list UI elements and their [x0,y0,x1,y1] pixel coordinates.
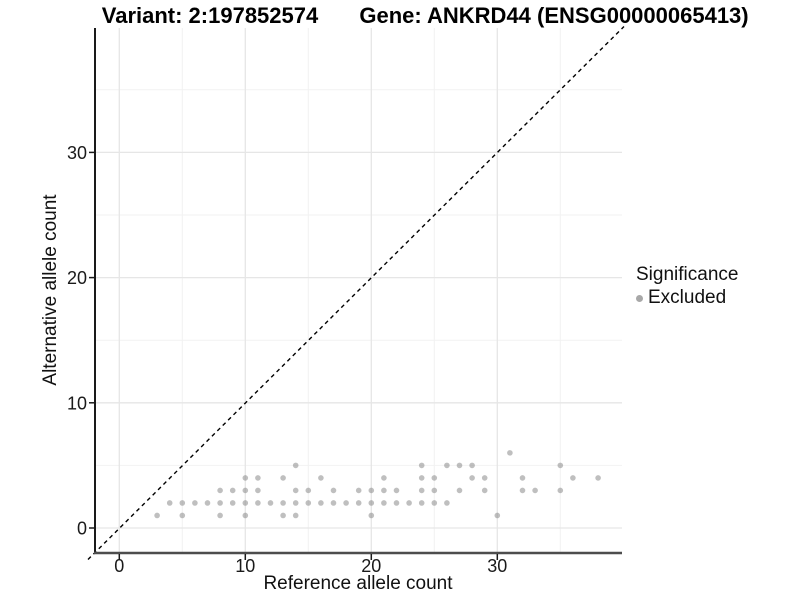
data-point [381,487,387,494]
data-point [217,487,223,494]
data-point [229,500,236,506]
y-tick-label: 10 [67,393,87,413]
data-point [469,462,475,469]
data-point [179,512,186,519]
data-point [570,475,576,481]
data-point [557,487,564,494]
data-point [217,500,223,506]
data-point [368,487,375,494]
data-point [204,500,211,506]
data-point [179,500,186,506]
data-point [330,500,337,506]
data-point [292,500,299,506]
data-point [418,500,425,506]
legend: Significance Excluded [636,264,738,309]
legend-point-icon [636,294,643,302]
y-tick-label: 20 [67,268,87,288]
data-point [343,500,349,506]
data-point [355,500,362,506]
data-point [519,475,526,481]
data-point [557,462,564,469]
data-point [444,462,450,469]
data-point [318,500,324,506]
data-point [393,487,400,494]
data-point [166,500,173,506]
data-point [494,512,501,519]
x-tick-label: 10 [235,556,255,576]
plot-title-variant: Variant: 2:197852574 [101,3,319,28]
data-point [368,512,375,519]
legend-item-label: Excluded [648,287,727,308]
y-tick-label: 30 [67,143,87,163]
data-point [444,500,450,506]
data-point [381,475,387,481]
identity-reference-line [87,26,625,560]
data-point [255,475,261,481]
data-point [431,475,438,481]
data-point [456,487,463,494]
data-point [229,487,236,494]
data-point [469,475,475,481]
x-tick-label: 30 [487,556,507,576]
x-axis-title: Reference allele count [263,573,453,594]
data-point [255,500,261,506]
data-point [255,487,261,494]
data-point [406,500,412,506]
data-point [507,450,513,456]
data-point [292,512,299,519]
data-point [280,500,286,506]
data-point [381,500,387,506]
data-point [368,500,375,506]
data-point [154,512,160,519]
data-point [242,500,249,506]
x-tick-label: 20 [361,556,381,576]
data-point [217,512,223,519]
y-tick-label: 0 [77,519,87,539]
data-point [305,487,312,494]
data-point [418,462,425,469]
data-point [431,487,438,494]
data-point [393,500,400,506]
data-point [242,512,249,519]
data-point [595,475,601,481]
data-point [330,487,337,494]
data-point [532,487,538,494]
legend-item-excluded: Excluded [636,287,738,309]
data-point [481,475,488,481]
plot-title-gene: Gene: ANKRD44 (ENSG00000065413) [359,3,749,28]
x-tick-label: 0 [114,556,124,576]
data-point [456,462,463,469]
data-point [318,475,324,481]
data-point [280,475,286,481]
data-point [242,475,249,481]
data-point [292,487,299,494]
data-point [418,487,425,494]
data-point [192,500,198,506]
data-point [418,475,425,481]
data-point [355,487,362,494]
data-point [305,500,312,506]
data-point [481,487,488,494]
data-point [431,500,438,506]
data-point [292,462,299,469]
data-point [519,487,526,494]
data-point [267,500,274,506]
legend-title: Significance [636,264,739,285]
y-axis-title: Alternative allele count [40,194,61,386]
data-point [242,487,249,494]
data-point [280,512,286,519]
